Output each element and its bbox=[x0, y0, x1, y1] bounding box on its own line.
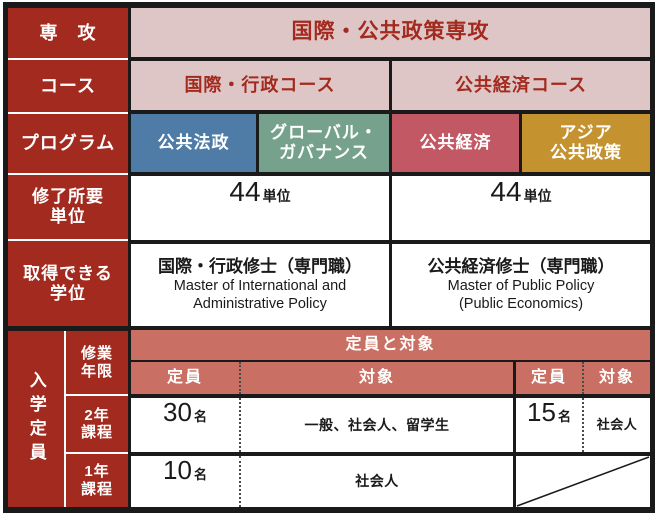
degree-left-cell: 国際・行政修士（専門職） Master of International and… bbox=[131, 244, 389, 326]
row-label-enrollment: 入学定員 bbox=[8, 331, 64, 507]
row-label-two-year: 2年 課程 bbox=[66, 396, 128, 452]
two-year-capacity-right: 15 名 bbox=[516, 397, 584, 452]
program-3-line1: アジア bbox=[559, 123, 613, 143]
major-value-text: 国際・公共政策専攻 bbox=[291, 20, 490, 44]
credits-left-number: 44 bbox=[229, 176, 261, 207]
one-year-capacity-left-unit: 名 bbox=[193, 467, 207, 482]
degree-label-line2: 学位 bbox=[50, 283, 86, 303]
program-1-line1: グローバル・ bbox=[270, 123, 378, 143]
header-capacity-left: 定員 bbox=[131, 362, 241, 394]
credits-left-unit: 単位 bbox=[262, 188, 291, 204]
study-period-line2: 年限 bbox=[80, 362, 113, 380]
two-year-capacity-left-number: 30 bbox=[163, 397, 192, 427]
two-year-target-right-text: 社会人 bbox=[596, 416, 638, 432]
course-left-text: 国際・行政コース bbox=[184, 75, 336, 96]
two-year-capacity-right-unit: 名 bbox=[557, 409, 571, 424]
one-year-line1: 1年 bbox=[84, 463, 110, 481]
degree-left-en1: Master of International and bbox=[173, 278, 347, 295]
header-capacity-left-text: 定員 bbox=[166, 368, 203, 386]
enrollment-banner: 定員と対象 bbox=[131, 330, 650, 360]
row-label-major-text: 専 攻 bbox=[39, 22, 97, 43]
study-period-line1: 修業 bbox=[80, 345, 113, 363]
degree-right-ja: 公共経済修士（専門職） bbox=[427, 256, 615, 276]
row-label-course: コース bbox=[8, 60, 128, 112]
program-cell-public-law: 公共法政 bbox=[131, 114, 256, 172]
program-cell-global-governance: グローバル・ ガバナンス bbox=[259, 114, 389, 172]
one-year-right-empty-cell bbox=[516, 456, 650, 507]
two-year-line1: 2年 bbox=[84, 406, 110, 424]
degree-left-ja: 国際・行政修士（専門職） bbox=[158, 256, 362, 276]
credits-left-cell: 44 単位 bbox=[131, 176, 389, 240]
course-left-cell: 国際・行政コース bbox=[131, 61, 389, 110]
row-label-credits: 修了所要 単位 bbox=[8, 175, 128, 239]
program-cell-public-economics: 公共経済 bbox=[392, 114, 519, 172]
row-label-one-year: 1年 課程 bbox=[66, 454, 128, 507]
enrollment-label-text: 入学定員 bbox=[26, 371, 46, 467]
row-label-program-text: プログラム bbox=[20, 133, 116, 154]
degree-left-en2: Administrative Policy bbox=[193, 295, 327, 312]
degree-right-en1: Master of Public Policy bbox=[447, 278, 595, 295]
two-year-line2: 課程 bbox=[80, 424, 113, 441]
course-right-cell: 公共経済コース bbox=[392, 61, 650, 110]
two-year-capacity-left: 30 名 bbox=[131, 397, 241, 452]
credits-right-number: 44 bbox=[490, 176, 522, 207]
one-year-capacity-left-number: 10 bbox=[163, 455, 192, 485]
header-capacity-right-text: 定員 bbox=[530, 368, 567, 386]
one-year-target-left-text: 社会人 bbox=[355, 473, 399, 490]
degree-right-cell: 公共経済修士（専門職） Master of Public Policy (Pub… bbox=[392, 244, 650, 326]
degree-right-en2: (Public Economics) bbox=[458, 295, 584, 312]
row-label-degree: 取得できる 学位 bbox=[8, 241, 128, 326]
row-label-study-period: 修業 年限 bbox=[66, 331, 128, 394]
credits-label-line1: 修了所要 bbox=[32, 187, 104, 207]
diagonal-slash bbox=[516, 456, 650, 507]
one-year-capacity-left: 10 名 bbox=[131, 455, 241, 507]
one-year-line2: 課程 bbox=[80, 480, 113, 498]
program-0-line1: 公共法政 bbox=[157, 133, 230, 153]
row-label-course-text: コース bbox=[39, 75, 97, 96]
major-value-cell: 国際・公共政策専攻 bbox=[131, 8, 650, 57]
header-target-left-text: 対象 bbox=[358, 368, 395, 386]
two-year-target-left-text: 一般、社会人、留学生 bbox=[304, 416, 450, 433]
credits-right-unit: 単位 bbox=[523, 188, 552, 204]
enrollment-banner-text: 定員と対象 bbox=[345, 335, 436, 353]
two-year-capacity-left-unit: 名 bbox=[193, 409, 207, 424]
one-year-target-left: 社会人 bbox=[241, 456, 513, 507]
header-target-right: 対象 bbox=[584, 362, 650, 394]
header-target-right-text: 対象 bbox=[598, 368, 635, 386]
course-right-text: 公共経済コース bbox=[454, 75, 588, 96]
row-label-program: プログラム bbox=[8, 114, 128, 173]
program-cell-asian-public-policy: アジア 公共政策 bbox=[522, 114, 650, 172]
row-label-major: 専 攻 bbox=[8, 8, 128, 58]
header-target-left: 対象 bbox=[241, 362, 513, 394]
credits-label-line2: 単位 bbox=[50, 207, 86, 226]
header-capacity-right: 定員 bbox=[516, 362, 584, 394]
two-year-target-left: 一般、社会人、留学生 bbox=[241, 398, 513, 452]
two-year-target-right: 社会人 bbox=[584, 398, 650, 452]
program-1-line2: ガバナンス bbox=[279, 143, 369, 162]
credits-right-cell: 44 単位 bbox=[392, 176, 650, 240]
program-2-line1: 公共経済 bbox=[419, 133, 492, 153]
program-3-line2: 公共政策 bbox=[550, 143, 622, 162]
two-year-capacity-right-number: 15 bbox=[527, 397, 556, 427]
degree-label-line1: 取得できる bbox=[23, 263, 113, 283]
